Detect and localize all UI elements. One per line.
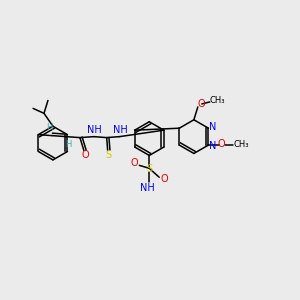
Text: O: O [160, 174, 168, 184]
Text: H: H [65, 140, 71, 149]
Text: N: N [209, 122, 216, 132]
Text: CH₃: CH₃ [210, 97, 225, 106]
Text: O: O [218, 139, 225, 149]
Text: CH₃: CH₃ [233, 140, 249, 148]
Text: S: S [106, 150, 112, 161]
Text: O: O [81, 150, 89, 161]
Text: NH: NH [113, 125, 128, 135]
Text: O: O [130, 158, 138, 168]
Text: S: S [146, 164, 152, 174]
Text: NH: NH [140, 183, 155, 193]
Text: N: N [209, 141, 216, 151]
Text: NH: NH [87, 125, 102, 135]
Text: O: O [198, 99, 206, 109]
Text: H: H [46, 123, 52, 132]
